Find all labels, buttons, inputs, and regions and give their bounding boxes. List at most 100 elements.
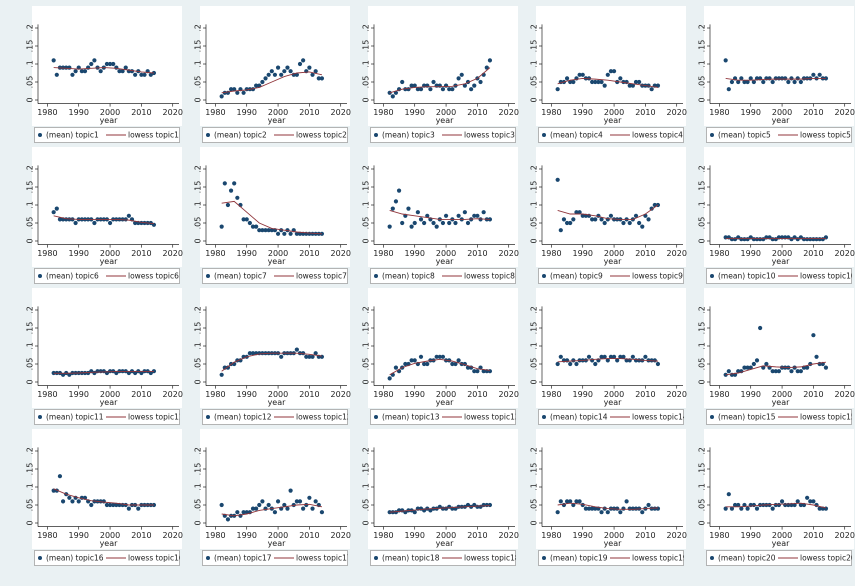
x-tick-label: 2020 (163, 390, 183, 399)
y-tick-label: .05 (530, 499, 539, 512)
data-point (558, 354, 563, 359)
y-tick-label: .15 (194, 40, 203, 53)
data-point (288, 69, 293, 74)
y-tick-label: .2 (26, 447, 35, 455)
data-point (443, 83, 449, 88)
y-tick-label: .15 (698, 40, 707, 53)
data-point (57, 217, 63, 222)
y-tick-label: .15 (698, 181, 707, 194)
data-point (412, 220, 417, 226)
legend-label: lowess topic11 year (128, 413, 204, 422)
data-point (228, 188, 234, 193)
x-tick-label: 1980 (541, 390, 561, 399)
lowess-line (221, 71, 323, 94)
data-point (104, 502, 110, 508)
data-point (269, 228, 274, 233)
data-point (599, 510, 604, 515)
legend-label: (mean) topic6 (46, 272, 99, 281)
data-point (235, 90, 240, 95)
legend: (mean) topic18 lowess topic18 year (370, 550, 516, 566)
y-tick-label: .1 (698, 201, 707, 209)
data-point (67, 65, 72, 70)
data-point (225, 517, 231, 522)
data-point (51, 210, 56, 215)
x-tick-label: 2000 (268, 390, 288, 399)
lowess-line (221, 352, 322, 372)
y-tick-label: .05 (530, 217, 539, 230)
legend-marker (38, 556, 42, 560)
x-tick-label: 2010 (299, 108, 319, 117)
data-point (568, 220, 573, 226)
data-point (789, 369, 794, 374)
x-tick-label: 2020 (835, 249, 855, 258)
data-point (580, 72, 585, 77)
data-point (301, 506, 306, 511)
data-point (266, 502, 271, 508)
x-tick-label: 2000 (604, 108, 624, 117)
data-point (555, 361, 560, 367)
data-point (608, 69, 614, 74)
legend-label: lowess topic8 year (464, 272, 535, 281)
data-point (428, 508, 433, 513)
data-point (54, 72, 59, 77)
legend-marker (710, 133, 714, 137)
data-point (60, 499, 66, 504)
data-point (412, 358, 417, 363)
data-point (415, 87, 420, 92)
y-tick-label: .2 (530, 24, 539, 32)
x-axis-title: year (268, 116, 287, 125)
data-point (805, 495, 810, 500)
lowess-line (557, 358, 658, 363)
x-axis-title: year (100, 257, 119, 266)
lowess-line (557, 204, 659, 220)
y-tick-label: .2 (26, 306, 35, 314)
x-tick-label: 1990 (237, 531, 257, 540)
y-tick-label: .05 (194, 217, 203, 230)
data-point (254, 506, 259, 511)
data-point (608, 213, 614, 218)
data-point (729, 506, 735, 511)
data-point (739, 506, 744, 511)
lowess-line (53, 488, 154, 506)
data-point (247, 220, 252, 226)
data-point (282, 502, 287, 508)
data-point (111, 61, 116, 67)
legend-marker (374, 133, 378, 137)
x-axis-title: year (772, 539, 791, 548)
data-point (57, 474, 63, 479)
data-point (443, 213, 449, 218)
x-tick-label: 2000 (436, 249, 456, 258)
legend-marker (542, 415, 546, 419)
legend-label: (mean) topic14 (550, 413, 608, 422)
data-point (387, 224, 392, 229)
x-tick-label: 2020 (163, 249, 183, 258)
data-point (586, 506, 592, 511)
data-point (649, 87, 654, 92)
plot-background (200, 429, 350, 549)
data-point (792, 79, 797, 85)
legend-marker (542, 556, 546, 560)
data-point (627, 83, 632, 88)
x-tick-label: 1980 (541, 531, 561, 540)
x-tick-label: 2020 (499, 531, 519, 540)
lowess-line (389, 358, 490, 376)
x-tick-label: 2000 (604, 390, 624, 399)
data-point (453, 361, 458, 367)
y-tick-label: .1 (530, 201, 539, 209)
y-tick-label: .1 (362, 60, 371, 68)
x-axis-title: year (100, 116, 119, 125)
plot-background (32, 288, 182, 408)
data-point (798, 369, 803, 374)
data-point (726, 492, 731, 497)
x-tick-label: 1980 (205, 108, 225, 117)
data-point (736, 79, 741, 85)
y-tick-label: .05 (362, 217, 371, 230)
y-tick-label: .2 (698, 165, 707, 173)
lowess-line (389, 505, 490, 513)
y-tick-label: .15 (26, 40, 35, 53)
